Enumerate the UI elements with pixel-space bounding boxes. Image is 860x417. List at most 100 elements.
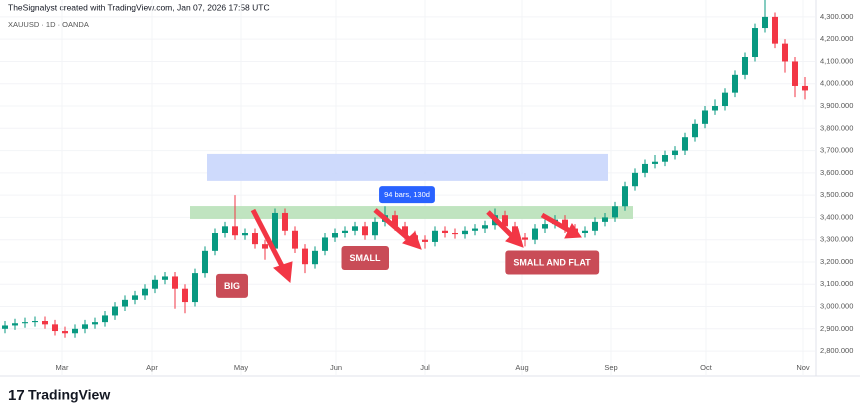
annotation-text: SMALL AND FLAT [513,257,591,267]
y-tick-label: 4,000.000 [820,79,853,88]
candle-body [672,150,678,156]
candle-body [352,226,358,231]
candle-body [32,321,38,323]
y-tick-label: 2,900.000 [820,324,853,333]
x-tick-label: Jul [420,363,430,372]
arrows [250,208,582,284]
candle-body [422,239,428,242]
candle-body [182,288,188,303]
candle-body [332,233,338,238]
candle-body [52,324,58,332]
annotation: SMALL [341,246,389,271]
candle-body [202,250,208,274]
logo-mark: 17 [8,387,25,404]
x-tick-label: Nov [796,363,810,372]
y-tick-label: 3,900.000 [820,101,853,110]
candle-body [762,16,768,29]
candle-body [372,221,378,236]
candle-body [642,163,648,173]
candle-body [632,172,638,187]
candle-body [172,276,178,289]
arrow-head [564,223,582,239]
candle-body [692,123,698,138]
candle-body [542,224,548,229]
zone [190,206,633,219]
candle-body [602,217,608,222]
candle-body [802,85,808,91]
candle-body [662,155,668,162]
arrow-head [402,231,422,250]
candle-body [532,228,538,240]
candle-body [82,324,88,329]
candle-body [132,295,138,300]
candle-body [292,230,298,249]
candle-body [112,306,118,316]
arrow-head [505,228,524,248]
candle-body [62,331,68,334]
candle-body [392,215,398,227]
candle-body [452,233,458,235]
annotation: BIG [215,273,249,298]
x-tick-label: Apr [146,363,158,372]
candle-body [122,299,128,307]
candle-body [742,57,748,75]
y-tick-label: 3,400.000 [820,212,853,221]
annotation: SMALL AND FLAT [505,250,600,275]
candle-body [72,328,78,334]
candle-body [212,233,218,251]
candle-body [162,276,168,280]
candle-body [142,288,148,296]
candle-body [622,186,628,207]
annotation-box [379,186,435,204]
x-tick-label: Jun [330,363,342,372]
candle-body [102,315,108,323]
candle-body [2,325,8,329]
candle-body [442,230,448,234]
y-tick-label: 4,300.000 [820,12,853,21]
credit: TheSignalyst created with TradingView.co… [8,2,270,12]
candle-body [772,16,778,44]
x-tick-label: Mar [56,363,69,372]
x-tick-label: Sep [604,363,617,372]
candle-body [342,230,348,234]
candle-body [322,237,328,251]
candle-body [402,226,408,236]
candle-body [152,279,158,289]
candle-body [612,206,618,218]
candle-body [432,230,438,242]
y-tick-label: 4,200.000 [820,34,853,43]
y-tick-label: 3,000.000 [820,302,853,311]
annotation-text: 94 bars, 130d [384,190,430,199]
y-tick-label: 3,600.000 [820,168,853,177]
y-tick-label: 3,300.000 [820,235,853,244]
candle-body [262,244,268,249]
y-tick-label: 3,200.000 [820,257,853,266]
candle-body [312,250,318,265]
candle-body [242,233,248,236]
arrow [486,210,516,240]
candle-body [592,221,598,231]
y-tick-label: 2,800.000 [820,346,853,355]
candle-body [502,215,508,227]
candle-body [42,321,48,325]
y-tick-label: 3,500.000 [820,190,853,199]
y-tick-label: 3,100.000 [820,279,853,288]
candle-body [302,248,308,265]
candle-body [252,233,258,245]
candle-body [782,43,788,62]
y-tick-label: 3,800.000 [820,123,853,132]
candle-body [482,225,488,229]
arrow [250,208,286,270]
candle-body [582,230,588,234]
candle-body [362,226,368,236]
candle-body [472,228,478,231]
zone [207,153,608,181]
candle-body [12,323,18,326]
brand: TradingView [28,387,110,403]
logo: 17 TradingView [8,387,110,404]
y-tick-label: 3,700.000 [820,146,853,155]
candle-body [222,226,228,234]
candle-body [752,28,758,58]
